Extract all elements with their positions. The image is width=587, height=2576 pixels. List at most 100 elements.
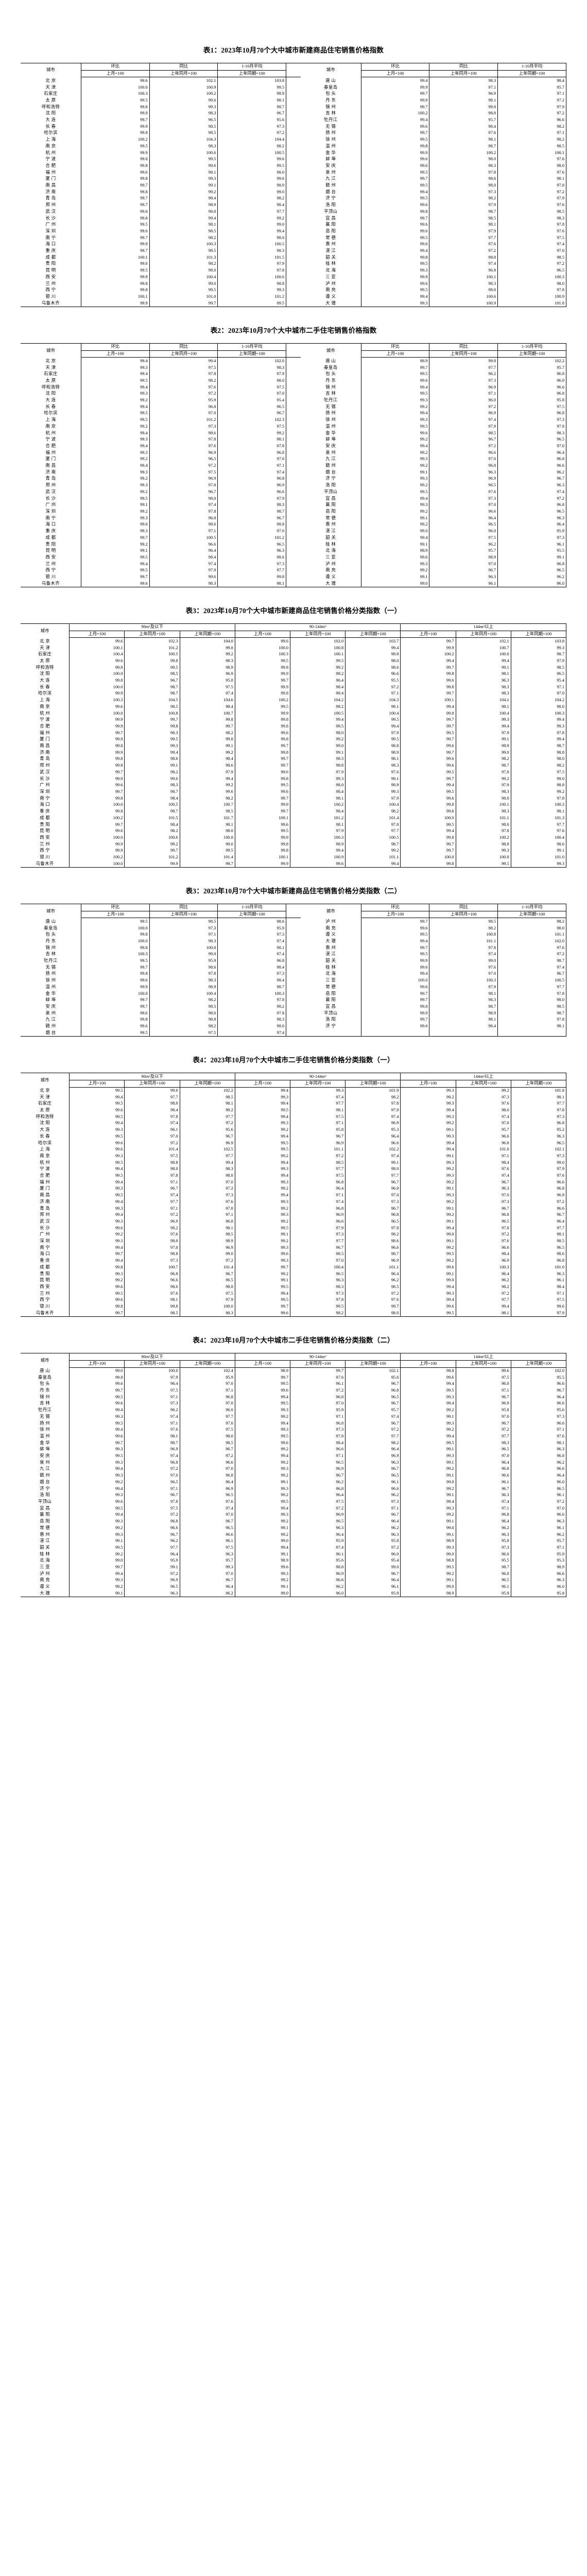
cell-city: 兰 州 bbox=[21, 280, 81, 287]
cell-value: 96.8 bbox=[345, 1387, 401, 1394]
cell-value: 99.7 bbox=[360, 175, 429, 182]
cell-value: 99.2 bbox=[234, 1238, 290, 1245]
cell-value: 100.2 bbox=[69, 854, 125, 861]
cell-value: 99.7 bbox=[69, 788, 125, 795]
cell-value: 99.7 bbox=[360, 1016, 429, 1023]
cell-value: 102.2 bbox=[345, 1146, 401, 1153]
header-city: 城市 bbox=[21, 904, 81, 918]
cell-value: 97.2 bbox=[290, 1153, 346, 1160]
cell-value: 96.7 bbox=[497, 476, 566, 482]
table-row: 宁 波 99.8 99.5 99.6 蚌 埠 99.6 98.0 97.6 bbox=[21, 156, 566, 163]
cell-value: 99.3 bbox=[234, 1179, 290, 1186]
cell-value: 98.1 bbox=[179, 1225, 235, 1231]
cell-value: 99.6 bbox=[80, 1010, 150, 1016]
cell-value: 100.3 bbox=[455, 1264, 511, 1271]
header-unit-mom_base: 上月=100 bbox=[234, 1360, 290, 1368]
cell-value: 96.7 bbox=[510, 1211, 567, 1218]
cell-value: 99.3 bbox=[69, 1218, 125, 1225]
cell-value: 98.1 bbox=[429, 1016, 498, 1023]
cell-value: 97.0 bbox=[345, 1192, 401, 1199]
cell-value: 100.1 bbox=[234, 854, 290, 861]
cell-value: 98.4 bbox=[429, 123, 498, 130]
cell-value: 98.5 bbox=[149, 130, 218, 137]
cell-value: 99.8 bbox=[80, 1016, 150, 1023]
cell-value: 96.9 bbox=[455, 1257, 511, 1264]
cell-city-right: 唐 山 bbox=[300, 77, 361, 84]
cell-value: 96.9 bbox=[429, 476, 498, 482]
cell-value: 96.6 bbox=[510, 1512, 567, 1518]
cell-city: 合 肥 bbox=[21, 723, 70, 730]
cell-value: 99.4 bbox=[80, 462, 150, 469]
cell-value: 99.6 bbox=[360, 156, 429, 163]
cell-value: 99.2 bbox=[400, 1426, 456, 1433]
cell-value: 99.6 bbox=[149, 97, 218, 104]
cell-city: 九 江 bbox=[21, 1466, 70, 1472]
table-row: 徐 州 99.4 97.6 97.5 99.3 97.3 97.2 99.2 97.2 97.1 bbox=[21, 1426, 567, 1433]
cell-gap bbox=[286, 443, 301, 450]
cell-value: 97.0 bbox=[179, 1380, 235, 1387]
cell-city: 广 州 bbox=[21, 782, 70, 789]
cell-city-right: 桂 林 bbox=[300, 541, 361, 548]
cell-value: 100.7 bbox=[455, 645, 511, 651]
header-unit-right-mom_base: 上月=100 bbox=[360, 911, 429, 919]
cell-value: 97.4 bbox=[429, 951, 498, 958]
cell-value: 98.9 bbox=[217, 182, 287, 189]
cell-value: 99.2 bbox=[290, 736, 346, 743]
cell-value: 97.0 bbox=[497, 247, 566, 255]
cell-value: 98.1 bbox=[124, 1297, 180, 1303]
cell-city: 重 庆 bbox=[21, 247, 81, 255]
cell-city: 福 州 bbox=[21, 1179, 70, 1186]
cell-value: 99.5 bbox=[234, 657, 290, 665]
cell-value: 96.5 bbox=[510, 1485, 567, 1492]
cell-value: 99.4 bbox=[510, 716, 567, 723]
table-row: 秦皇岛 100.0 97.3 95.9 南 充 99.6 98.2 98.0 bbox=[21, 925, 566, 931]
table-row: 牡丹江 99.4 96.2 96.0 99.3 95.9 95.7 99.2 95.8 95.6 bbox=[21, 1406, 567, 1414]
cell-value: 99.5 bbox=[234, 827, 290, 835]
cell-value: 97.7 bbox=[345, 1172, 401, 1179]
cell-value: 104.0 bbox=[179, 637, 235, 645]
cell-value: 99.2 bbox=[69, 1277, 125, 1284]
cell-value: 99.7 bbox=[80, 116, 150, 124]
cell-value: 97.4 bbox=[179, 690, 235, 697]
cell-value: 98.9 bbox=[360, 357, 429, 365]
cell-value: 97.0 bbox=[429, 971, 498, 977]
cell-value: 99.3 bbox=[80, 449, 150, 456]
cell-value: 97.3 bbox=[429, 377, 498, 384]
cell-value: 98.5 bbox=[497, 254, 566, 261]
cell-value: 101.5 bbox=[124, 815, 180, 822]
cell-value: 97.8 bbox=[149, 508, 218, 515]
header-group-size-2: 144m²以上 bbox=[400, 1073, 566, 1080]
data-table: 城市 90m²及以下 90-144m² 144m²以上 上月=100 上年同月=100 上年… bbox=[21, 623, 567, 868]
cell-value: 99.6 bbox=[69, 1498, 125, 1505]
cell-city: 北 京 bbox=[21, 1087, 70, 1094]
cell-city: 岳 阳 bbox=[21, 1518, 70, 1525]
cell-value: 101.1 bbox=[497, 931, 566, 938]
table-row: 乌鲁木齐 99.7 98.5 98.3 99.6 98.2 98.0 99.5 98.1 97.9 bbox=[21, 1310, 567, 1317]
cell-value: 96.7 bbox=[345, 1466, 401, 1472]
cell-value: 98.9 bbox=[179, 664, 235, 671]
cell-value: 96.7 bbox=[455, 1485, 511, 1492]
cell-value: 99.6 bbox=[149, 573, 218, 581]
cell-value: 98.9 bbox=[455, 742, 511, 750]
cell-city-right: 泸 州 bbox=[300, 561, 361, 567]
cell-value: 96.8 bbox=[179, 1394, 235, 1401]
cell-value: 99.3 bbox=[234, 1211, 290, 1218]
cell-value: 97.2 bbox=[345, 1426, 401, 1433]
cell-value: 96.6 bbox=[497, 116, 566, 124]
cell-value: 99.7 bbox=[69, 769, 125, 776]
cell-value: 99.6 bbox=[360, 228, 429, 235]
cell-value: 98.0 bbox=[455, 1107, 511, 1114]
cell-gap bbox=[286, 248, 301, 255]
table-row: 西 安 99.6 98.6 98.8 99.5 98.3 98.5 99.4 98.2 98.4 bbox=[21, 1283, 567, 1291]
table-row: 福 州 99.4 97.1 97.0 99.3 96.8 96.7 99.2 96.7 96.6 bbox=[21, 1179, 567, 1186]
cell-value: 97.6 bbox=[429, 130, 498, 137]
cell-city: 银 川 bbox=[21, 1303, 70, 1310]
cell-value: 99.5 bbox=[360, 169, 429, 176]
cell-value: 99.2 bbox=[69, 1231, 125, 1238]
cell-value: 96.7 bbox=[429, 567, 498, 574]
cell-value: 99.4 bbox=[69, 1426, 125, 1433]
cell-value: 99.4 bbox=[69, 1570, 125, 1578]
cell-city: 锦 州 bbox=[21, 1394, 70, 1401]
cell-value: 97.4 bbox=[149, 501, 218, 509]
cell-value: 99.2 bbox=[234, 1518, 290, 1525]
